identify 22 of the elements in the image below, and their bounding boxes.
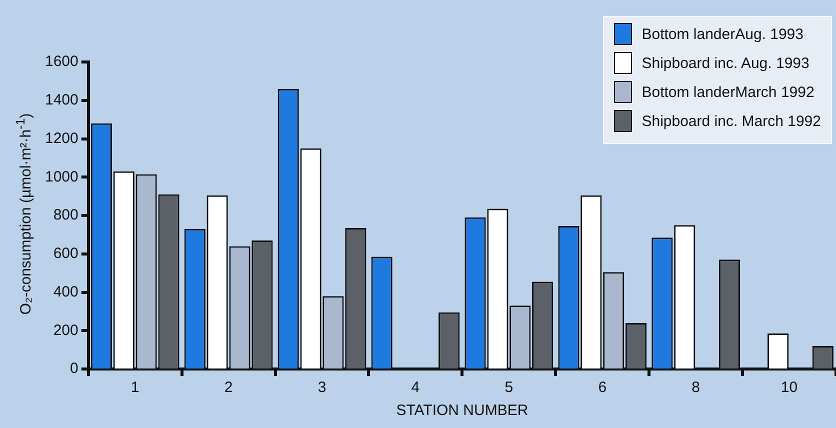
x-tick-label: 1	[130, 379, 140, 396]
x-tick-label: 4	[411, 379, 420, 396]
legend-label: Bottom landerAug. 1993	[642, 26, 804, 42]
legend-label: Bottom landerMarch 1992	[642, 84, 814, 100]
x-tick-label: 5	[504, 379, 514, 396]
y-tick-label: 800	[53, 206, 78, 224]
x-tick-label: 10	[780, 379, 798, 396]
y-tick-label: 400	[53, 283, 78, 300]
y-tick-label: 1000	[44, 168, 78, 186]
x-tick-label: 3	[318, 379, 326, 396]
x-axis-title: STATION NUMBER	[396, 402, 528, 420]
legend-label: Shipboard inc. Aug. 1993	[642, 54, 810, 72]
y-tick-label: 1600	[44, 53, 78, 70]
x-tick-label: 2	[224, 379, 233, 396]
y-tick-label: 200	[53, 322, 78, 339]
legend-label: Shipboard inc. March 1992	[642, 112, 821, 130]
x-tick-label: 6	[598, 379, 607, 396]
y-tick-label: 1200	[44, 130, 78, 147]
x-tick-label: 8	[692, 379, 700, 396]
y-tick-label: 1400	[44, 92, 78, 109]
y-tick-label: 0	[70, 360, 78, 378]
y-tick-label: 600	[53, 245, 78, 262]
